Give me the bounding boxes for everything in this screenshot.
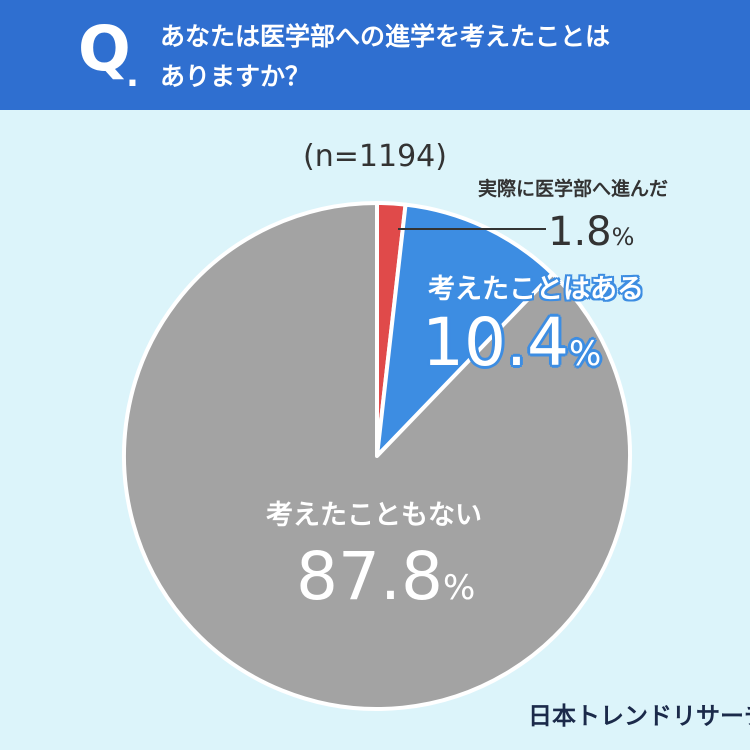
slice-value-considered-number: 10.4 <box>422 304 569 381</box>
slice-value-never: 87.8% <box>296 544 475 610</box>
sample-size: (n=1194) <box>303 139 447 174</box>
question-text-line2: ありますか？ <box>160 62 311 91</box>
brand-logo-text: 日本トレンドリサーチ <box>528 702 750 730</box>
question-text-line1: あなたは医学部への進学を考えたことは <box>160 22 611 51</box>
slice-value-considered: 10.4% <box>422 310 601 376</box>
pie-slice-considered <box>375 202 555 458</box>
question-mark-q: Q <box>78 12 131 85</box>
slice-value-advanced-number: 1.8 <box>548 209 612 255</box>
slice-label-considered: 考えたことはある <box>428 274 644 305</box>
percent-sign: % <box>442 568 476 608</box>
percent-sign: % <box>611 223 635 251</box>
question-mark-dot: . <box>126 55 139 95</box>
slice-value-advanced: 1.8% <box>548 212 634 252</box>
percent-sign: % <box>568 334 602 374</box>
slice-value-never-number: 87.8 <box>296 538 443 615</box>
pie-slice-never <box>122 201 632 711</box>
question-header: Q . あなたは医学部への進学を考えたことは ありますか？ <box>0 0 750 110</box>
slice-label-advanced: 実際に医学部へ進んだ <box>478 178 669 200</box>
slice-label-never: 考えたこともない <box>266 500 482 531</box>
